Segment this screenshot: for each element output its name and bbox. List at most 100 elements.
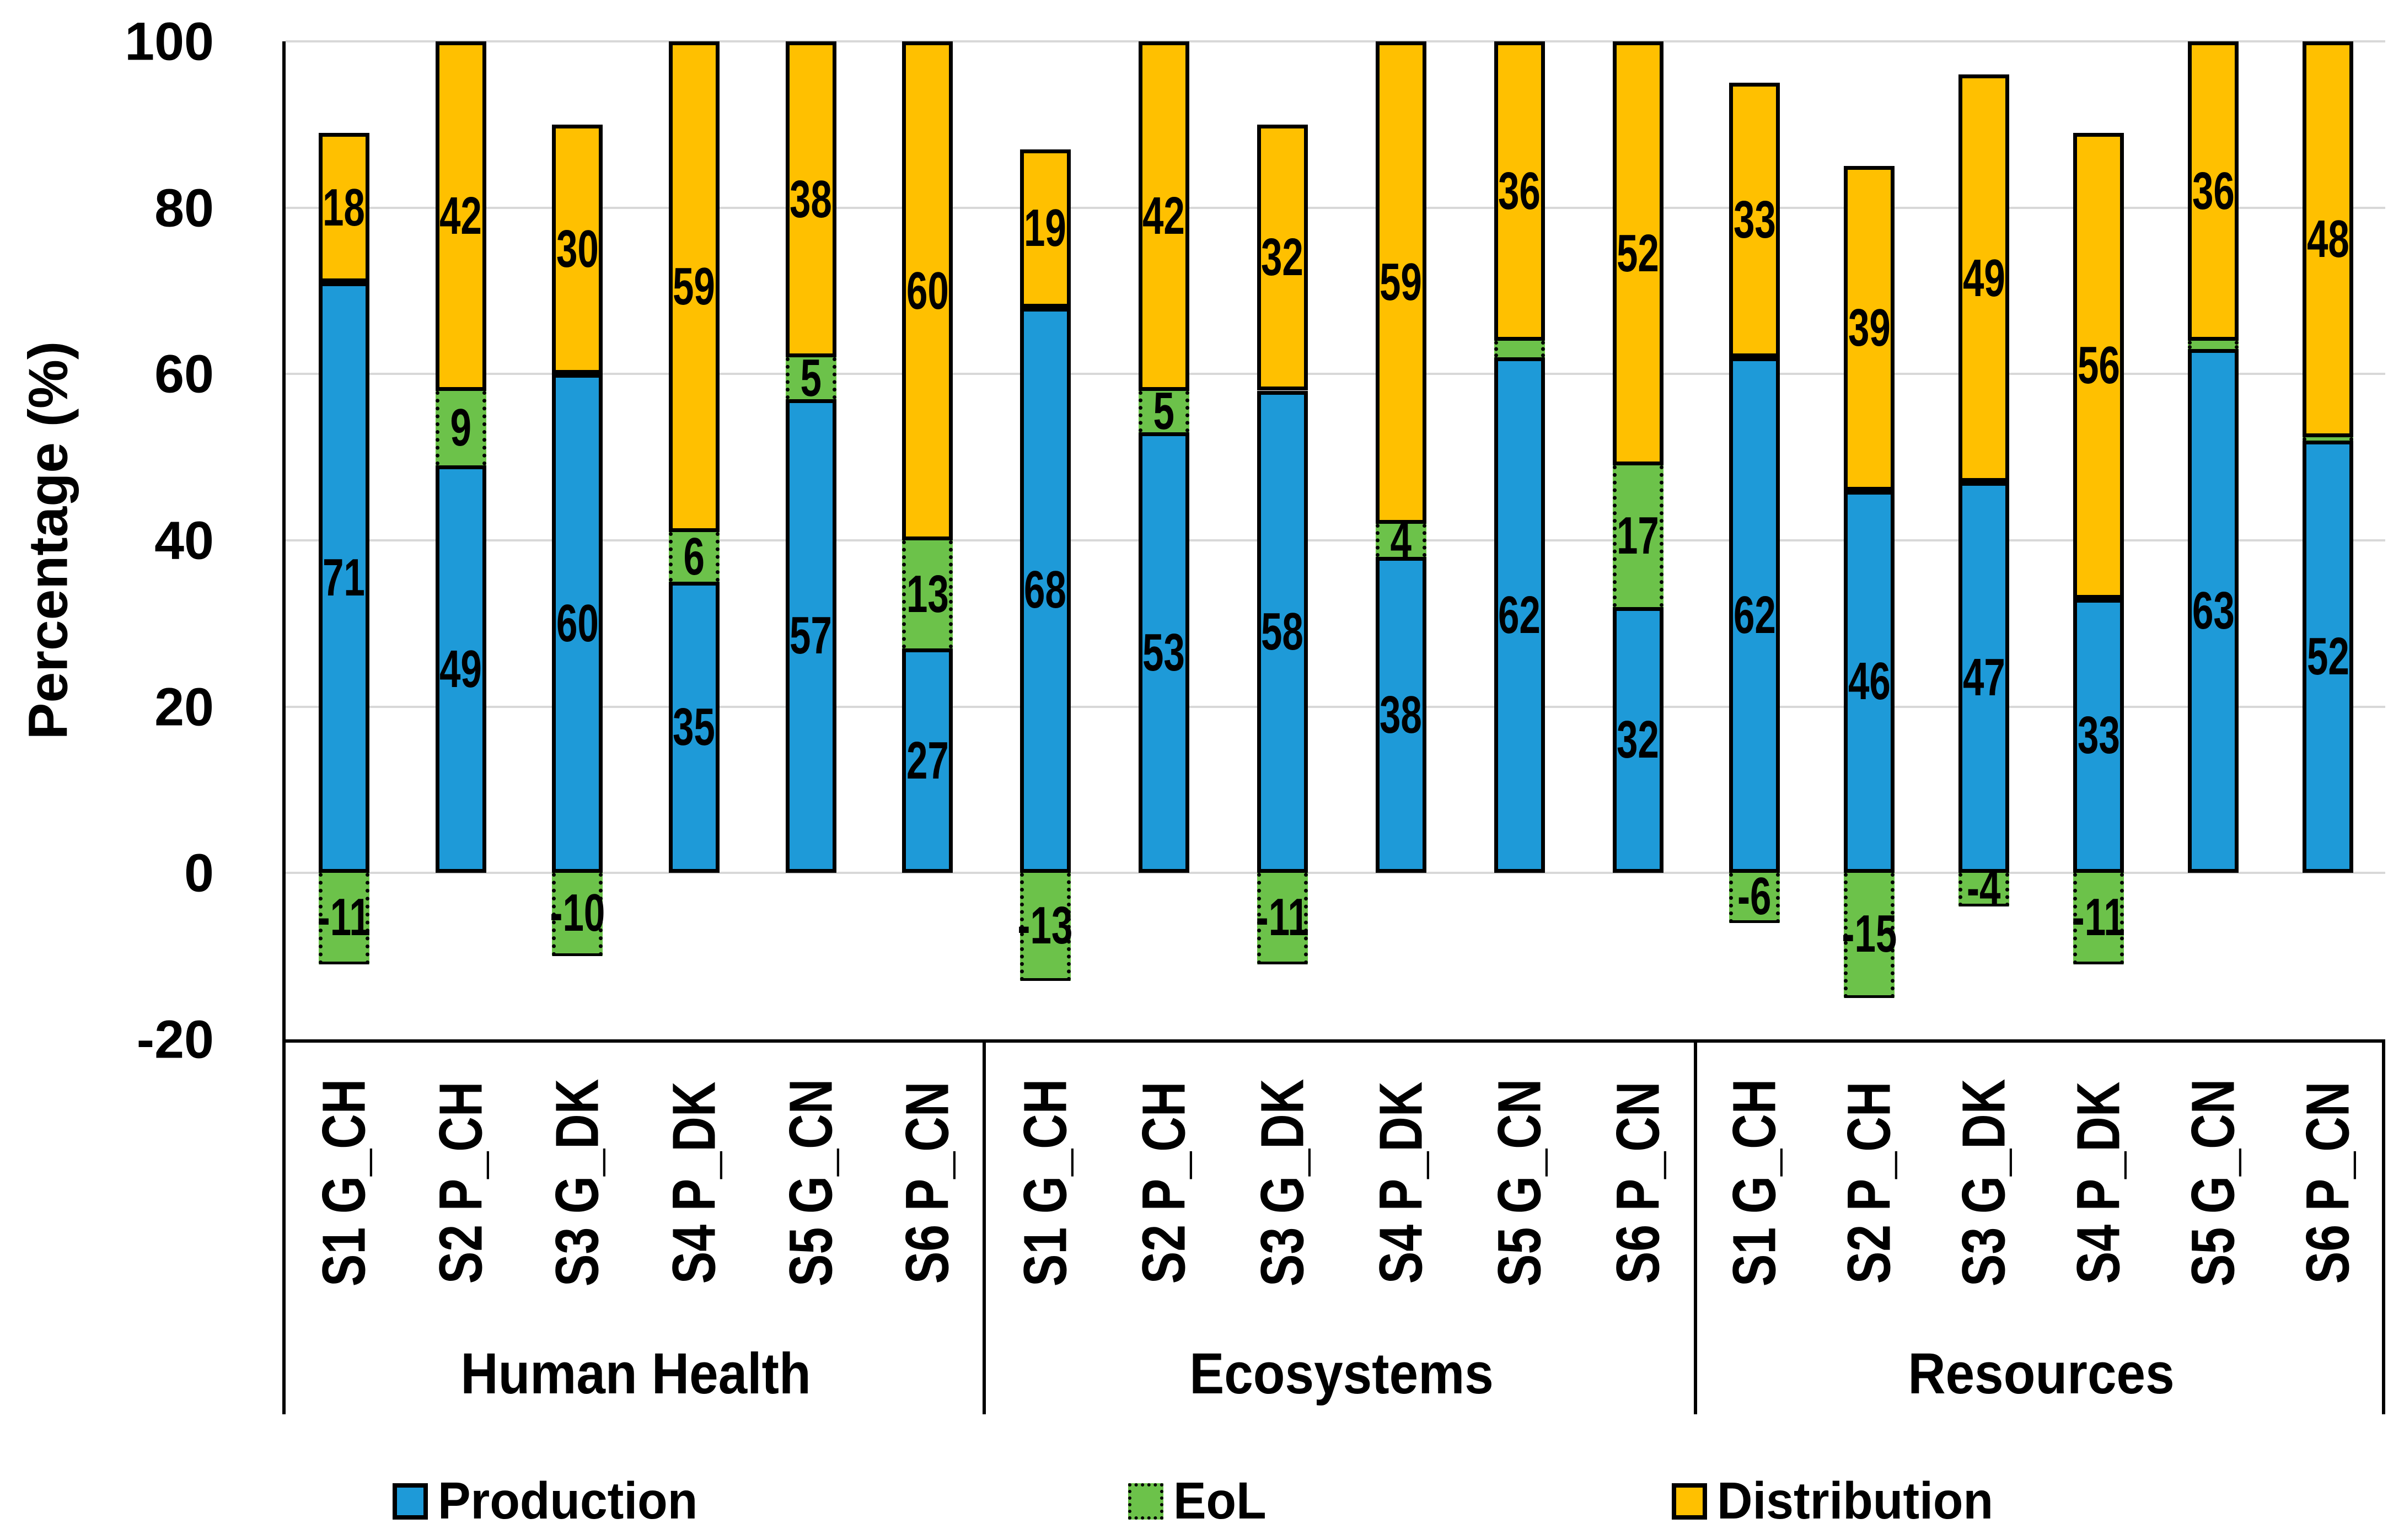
- category-label: S5 G_CN: [1485, 1078, 1553, 1287]
- bar-segment-distribution: 42: [1138, 41, 1189, 391]
- data-label: 62: [1733, 585, 1776, 645]
- bar-segment-production: 57: [785, 399, 836, 873]
- legend-label-distribution: Distribution: [1717, 1472, 1994, 1530]
- bar-segment-distribution: 59: [668, 41, 720, 532]
- data-label: 71: [323, 548, 366, 607]
- data-label: 59: [673, 256, 716, 316]
- data-label: 52: [2306, 627, 2349, 686]
- category-label: S1 G_CH: [1720, 1078, 1789, 1287]
- bar-segment-eol: [2303, 437, 2353, 441]
- data-label: 19: [1024, 198, 1066, 258]
- bar-segment-eol: 6: [668, 527, 720, 587]
- category-separator: [983, 1039, 986, 1414]
- bar-segment-production: 47: [1958, 482, 2009, 873]
- category-separator: [1694, 1039, 1697, 1414]
- data-label: 56: [2077, 336, 2120, 395]
- category-label: S3 G_DK: [1248, 1078, 1316, 1287]
- bar-segment-distribution: 38: [785, 41, 836, 358]
- category-label: S2 P_CH: [1130, 1081, 1198, 1284]
- data-label: 57: [790, 606, 832, 666]
- gridline: [286, 872, 2385, 874]
- data-label: 63: [2192, 581, 2235, 641]
- data-label: -15: [1842, 904, 1897, 963]
- bar-segment-production: 53: [1138, 432, 1189, 873]
- bar-segment-eol: 5: [1138, 385, 1189, 438]
- category-label: S6 P_CN: [893, 1081, 962, 1284]
- group-label: Resources: [1908, 1342, 2175, 1406]
- data-label: 33: [1733, 190, 1776, 250]
- legend-label-eol: EoL: [1173, 1472, 1267, 1530]
- category-label: S5 G_CN: [2179, 1078, 2247, 1287]
- y-axis-tick-label: -20: [136, 1009, 214, 1070]
- data-label: 5: [800, 348, 822, 407]
- data-label: -13: [1017, 895, 1073, 955]
- category-label: S2 P_CH: [427, 1081, 495, 1284]
- category-label: S2 P_CH: [1835, 1081, 1903, 1284]
- bar-segment-distribution: 36: [1494, 41, 1545, 341]
- data-label: 48: [2306, 209, 2349, 269]
- bar-segment-distribution: 18: [318, 132, 369, 283]
- data-label: 30: [556, 219, 599, 279]
- bar-segment-distribution: 39: [1844, 166, 1895, 491]
- bar-segment-distribution: 19: [1019, 149, 1071, 308]
- bar-segment-distribution: 42: [435, 41, 486, 391]
- category-label: S1 G_CH: [310, 1078, 378, 1287]
- category-label: S5 G_CN: [777, 1078, 845, 1287]
- category-label: S4 P_DK: [1367, 1081, 1435, 1284]
- data-label: 62: [1498, 585, 1541, 645]
- data-label: 60: [556, 593, 599, 653]
- data-label: 4: [1390, 511, 1412, 570]
- gridline: [286, 539, 2385, 541]
- y-axis-tick-label: 40: [154, 510, 214, 571]
- gridline: [286, 206, 2385, 209]
- data-label: 46: [1848, 652, 1891, 711]
- bar-segment-distribution: 49: [1958, 74, 2009, 482]
- bar-segment-production: 33: [2073, 598, 2124, 873]
- bar-segment-eol: -11: [318, 873, 371, 965]
- bar-segment-distribution: 30: [552, 124, 603, 374]
- data-label: 35: [673, 697, 716, 757]
- bar-segment-eol: 13: [902, 540, 953, 649]
- bar-segment-eol: -13: [1017, 873, 1073, 981]
- bar-segment-production: 62: [1729, 357, 1780, 873]
- y-axis-tick-label: 100: [125, 11, 214, 72]
- bar-segment-production: 52: [2303, 441, 2353, 873]
- bar-segment-eol: 5: [785, 351, 836, 404]
- data-label: 9: [450, 398, 471, 458]
- group-label: Ecosystems: [1189, 1342, 1494, 1406]
- bar-segment-eol: -11: [2072, 873, 2125, 965]
- legend-item-eol: EoL: [1128, 1471, 1272, 1531]
- data-label: 32: [1617, 710, 1659, 769]
- legend-swatch-distribution-icon: [1672, 1483, 1707, 1520]
- data-label: 17: [1617, 506, 1659, 566]
- bar-segment-eol: 17: [1612, 465, 1663, 607]
- category-label: S6 P_CN: [2294, 1081, 2362, 1284]
- category-label: S6 P_CN: [1604, 1081, 1672, 1284]
- bar-segment-production: 71: [318, 282, 369, 873]
- data-label: -10: [550, 883, 605, 943]
- data-label: 68: [1024, 560, 1066, 620]
- legend-item-production: Production: [393, 1471, 714, 1531]
- bar-segment-production: 35: [668, 582, 720, 873]
- data-label: 36: [2192, 161, 2235, 221]
- bar-segment-distribution: 60: [902, 41, 953, 540]
- bar-segment-distribution: 32: [1257, 124, 1308, 391]
- bar-segment-eol: [1494, 341, 1545, 358]
- data-label: 38: [790, 169, 832, 229]
- category-label: S1 G_CH: [1011, 1078, 1079, 1287]
- bar-segment-distribution: 33: [1729, 83, 1780, 358]
- bar-segment-distribution: 56: [2073, 132, 2124, 599]
- legend-swatch-production-icon: [393, 1483, 428, 1520]
- data-label: 5: [1153, 382, 1174, 441]
- data-label: 18: [323, 178, 366, 237]
- bar-segment-production: 38: [1375, 557, 1426, 873]
- bar-segment-distribution: 52: [1612, 41, 1663, 466]
- data-label: 6: [683, 527, 705, 587]
- data-label: -6: [1737, 867, 1772, 926]
- x-axis-line: [282, 1039, 2385, 1043]
- bar-segment-eol: -6: [1729, 867, 1780, 926]
- data-label: 59: [1380, 253, 1422, 312]
- category-label: S3 G_DK: [1950, 1078, 2018, 1287]
- bar-segment-distribution: 48: [2303, 41, 2353, 437]
- data-label: 36: [1498, 161, 1541, 221]
